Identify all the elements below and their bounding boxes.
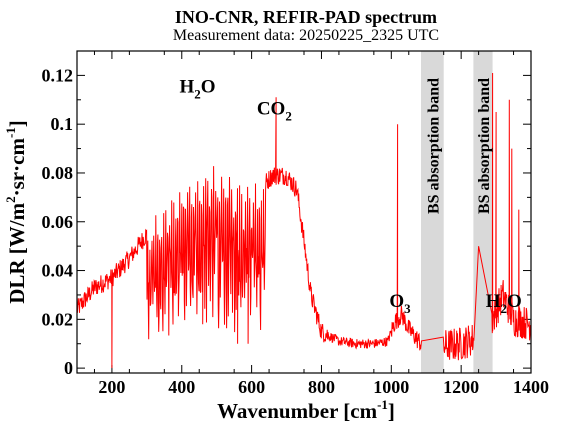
chart-title: INO-CNR, REFIR-PAD spectrum bbox=[175, 7, 437, 27]
band-labels: BS absorption band BS absorption band bbox=[425, 78, 493, 214]
x-axis-label: Wavenumber [cm-1] bbox=[217, 397, 395, 423]
y-tick-label-5: 0.1 bbox=[51, 114, 74, 134]
x-tick-label-0: 200 bbox=[98, 377, 125, 397]
annotation-0: H2O bbox=[179, 76, 215, 101]
y-tick-label-2: 0.04 bbox=[42, 261, 74, 281]
x-tick-label-3: 800 bbox=[308, 377, 335, 397]
shaded-band-0 bbox=[420, 51, 444, 373]
molecule-annotations: H2O CO2 O3 H2O bbox=[179, 76, 521, 316]
annotation-2: O3 bbox=[389, 291, 411, 316]
x-tick-label-2: 600 bbox=[238, 377, 265, 397]
tick-labels: 200 400 600 800 1000 1200 1400 0 0.02 0.04 0.06 0.0… bbox=[42, 65, 550, 397]
x-tick-label-5: 1200 bbox=[443, 377, 479, 397]
y-tick-label-1: 0.02 bbox=[42, 309, 74, 329]
annotation-3: H2O bbox=[486, 291, 522, 316]
band-label-1: BS absorption band bbox=[476, 78, 493, 214]
y-tick-label-3: 0.06 bbox=[42, 212, 74, 232]
y-axis-label: DLR [W/m2·sr·cm-1] bbox=[3, 120, 29, 304]
x-tick-label-1: 400 bbox=[168, 377, 195, 397]
y-tick-label-6: 0.12 bbox=[42, 65, 74, 85]
y-tick-label-0: 0 bbox=[64, 358, 73, 378]
axis-ticks bbox=[77, 51, 532, 373]
plot-frame bbox=[76, 50, 532, 374]
x-tick-label-4: 1000 bbox=[373, 377, 409, 397]
chart-subtitle: Measurement data: 20250225_2325 UTC bbox=[173, 27, 439, 44]
spectrum-line bbox=[76, 72, 532, 369]
band-label-0: BS absorption band bbox=[425, 78, 442, 214]
y-tick-label-4: 0.08 bbox=[42, 163, 74, 183]
x-tick-label-6: 1400 bbox=[513, 377, 549, 397]
annotation-1: CO2 bbox=[257, 98, 292, 123]
